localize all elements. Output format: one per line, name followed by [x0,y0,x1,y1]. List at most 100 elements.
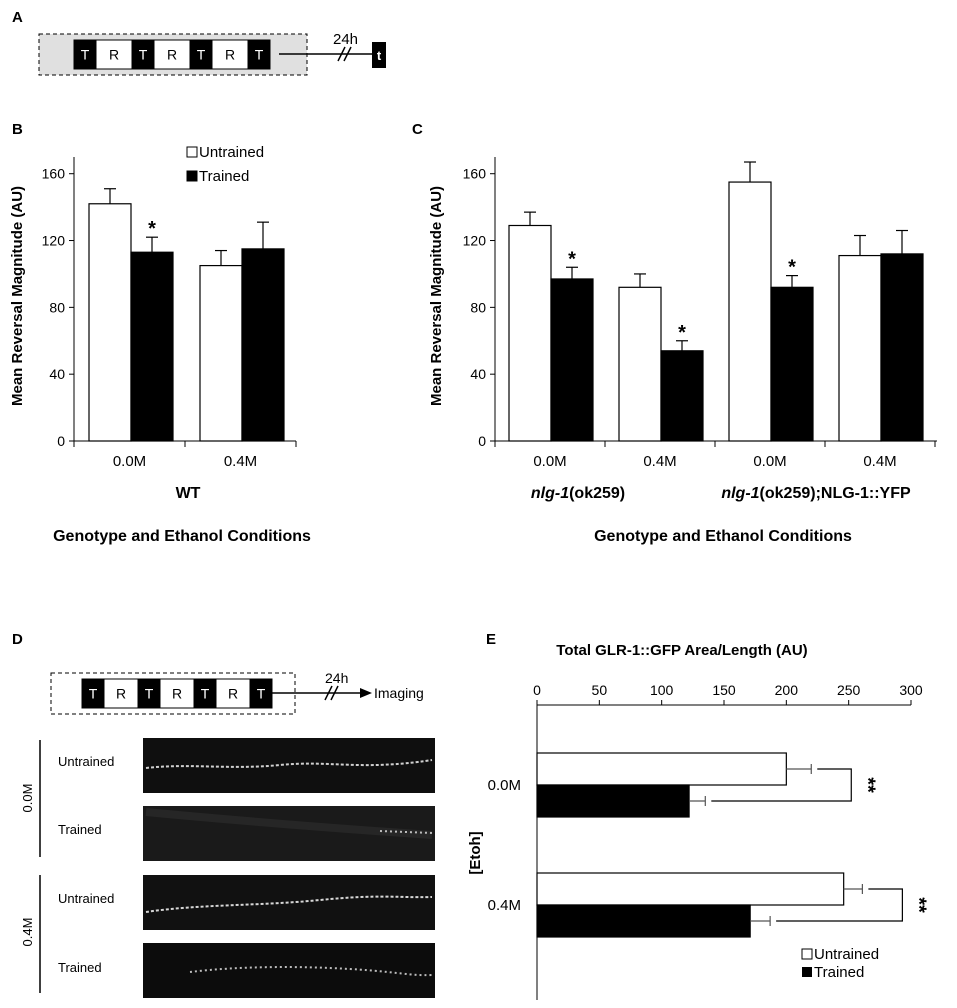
panel-d-neurite-1 [145,759,433,769]
panel-e-xtick-label-3: 150 [712,682,736,698]
panel-e-significance-bracket-1 [776,888,903,922]
panel-e-bar-untrained-1 [536,872,845,906]
panel-d-neurite-4 [189,966,433,977]
panel-c-category-label-2: 0.0M [753,453,786,470]
panel-e-xtick-label-1: 50 [592,682,608,698]
panel-a-seq-block-7 [247,39,271,70]
panel-a-test-label: t [377,48,382,63]
panel-a-seq-block-label-7: T [255,47,264,63]
panel-d-imaging-label: Imaging [374,685,424,701]
panel-e-significance-star-0: ** [856,777,878,793]
panel-b-ytick-label-2: 80 [49,299,65,315]
panel-a-seq-block-2 [95,39,133,70]
panel-e-legend-untrained: Untrained [814,946,879,963]
panel-b-x-axis-title: Genotype and Ethanol Conditions [53,528,311,545]
panel-d-seq-block-6 [215,678,251,709]
panel-b-category-label-0: 0.0M [113,453,146,470]
panel-d-seq-block-label-7: T [257,686,266,702]
panel-e-bar-trained-0 [536,784,690,818]
panel-c-bar-untrained-2 [728,181,772,442]
panel-d-row-2-label: Trained [58,822,102,837]
panel-b-significance-star-0: * [148,218,156,240]
panel-a-seq-block-label-2: R [109,47,119,63]
panel-c-bar-untrained-3 [838,254,882,442]
panel-e-xtick-label-2: 100 [650,682,674,698]
panel-b-legend-trained: Trained [199,168,249,185]
panel-c-bar-trained-2 [770,286,814,442]
panel-c-bar-trained-1 [660,350,704,442]
panel-b-legend-untrained: Untrained [199,144,264,161]
panel-b-ytick-label-3: 120 [42,233,66,249]
panel-b-chart: 0 40 80 120 160 0.0M 0.4M * [42,157,297,470]
panel-c-chart: 0 40 80 120 160 0.0M 0.4M 0.0M 0.4M * * * [463,157,937,470]
panel-e-category-label-0: 0.0M [488,777,521,794]
panel-a-seq-block-label-6: R [225,47,235,63]
panel-d-arrow-icon [360,688,372,698]
panel-e-xtick-label-0: 0 [533,682,541,698]
panel-c-group-2-allele: (ok259);NLG-1::YFP [760,485,911,502]
panel-b-bar-trained-1 [241,248,285,442]
panel-d-seq-block-label-1: T [89,686,98,702]
panel-c-group-label-1: nlg-1(ok259) [531,485,625,502]
panel-b-bar-untrained-1 [199,264,243,442]
panel-e-legend: Untrained Trained [801,946,879,981]
panel-d-interval-label: 24h [325,670,348,686]
panel-c-ytick-label-0: 0 [478,433,486,449]
panel-b-bar-trained-0 [130,251,174,442]
panel-c-ytick-label-2: 80 [470,299,486,315]
panel-d-seq-block-4 [159,678,195,709]
panel-d-break-icon [324,685,339,701]
panel-a-letter: A [12,9,23,26]
panel-c-x-axis-title: Genotype and Ethanol Conditions [594,528,852,545]
panel-a-seq-block-label-3: T [139,47,148,63]
panel-d-schematic: T R T R T R T 24h Imaging [50,670,424,715]
panel-e-chart: 0 50 100 150 200 250 300 0.0M ** 0.4M ** [488,682,929,1000]
panel-b-group-label: WT [176,485,201,502]
panel-c-group-2-gene: nlg-1 [721,485,759,502]
panel-d-row-3-label: Untrained [58,891,114,906]
panel-d-body-glow-2 [145,808,433,839]
panel-e-significance-bracket-0 [711,768,852,802]
panel-c-group-1-gene: nlg-1 [531,485,569,502]
panel-d-seq-block-label-5: T [201,686,210,702]
panel-c-ytick-label-3: 120 [463,233,487,249]
panel-e-legend-trained: Trained [814,964,864,981]
panel-e-bar-untrained-0 [536,752,787,786]
panel-e-xtick-label-4: 200 [775,682,799,698]
panel-c-category-label-0: 0.0M [533,453,566,470]
panel-c-bar-untrained-1 [618,286,662,442]
panel-d-neurite-2 [379,830,433,834]
panel-b-y-axis-title: Mean Reversal Magnitude (AU) [9,186,26,406]
panel-d-row-4-label: Trained [58,960,102,975]
panel-c-ytick-label-1: 40 [470,366,486,382]
panel-c-bar-untrained-0 [508,224,552,442]
panel-b-ytick-label-0: 0 [57,433,65,449]
panel-c-significance-star-1: * [678,322,686,344]
panel-a-break-icon [337,46,352,62]
panel-b-legend: Untrained Trained [186,144,264,185]
panel-b-ytick-label-4: 160 [42,166,66,182]
panel-a-seq-block-6 [211,39,249,70]
panel-e-legend-trained-swatch [802,967,812,977]
panel-c-category-label-3: 0.4M [863,453,896,470]
panel-e-category-label-1: 0.4M [488,897,521,914]
panel-a-seq-block-label-1: T [81,47,90,63]
panel-e-x-axis-title: Total GLR-1::GFP Area/Length (AU) [556,642,807,659]
panel-d-seq-block-label-3: T [145,686,154,702]
panel-a-seq-block-label-5: T [197,47,206,63]
panel-d-group-1-label: 0.0M [20,784,35,813]
panel-b-legend-trained-swatch [186,170,198,182]
panel-e-bar-trained-1 [536,904,751,938]
panel-c-significance-star-0: * [568,248,576,270]
panel-e-y-axis-title: [Etoh] [467,831,484,874]
panel-d-group-2-label: 0.4M [20,918,35,947]
panel-c-significance-star-2: * [788,257,796,279]
panel-a-interval-label: 24h [333,31,358,48]
panel-c-letter: C [412,121,423,138]
panel-c-bar-trained-0 [550,278,594,442]
panel-d-neurite-3 [145,895,433,913]
panel-d-row-1-label: Untrained [58,754,114,769]
